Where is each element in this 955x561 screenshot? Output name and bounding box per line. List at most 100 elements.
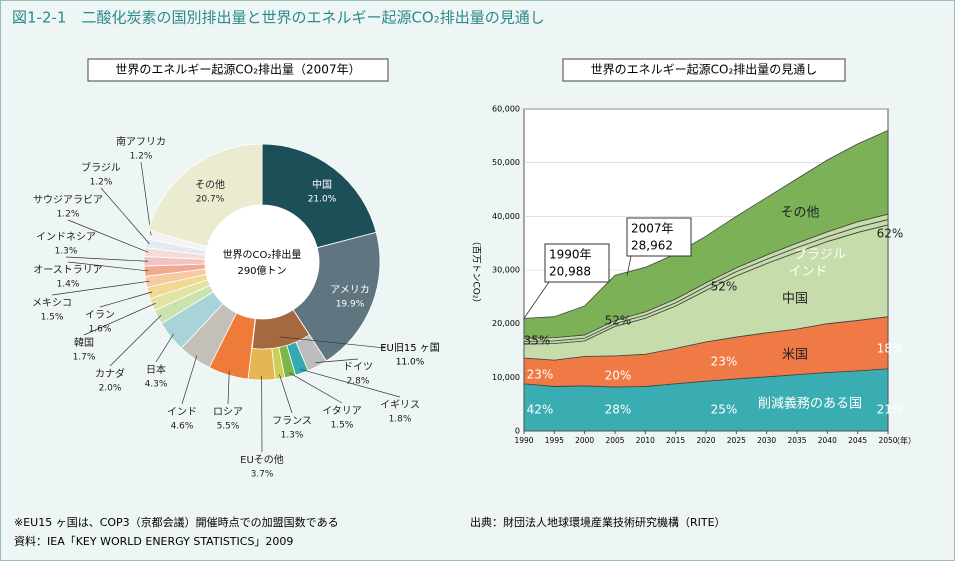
series-label: その他	[780, 206, 819, 221]
slice-label: インド	[167, 407, 197, 418]
share-label: 18%	[877, 342, 904, 356]
slice-value: 1.5%	[41, 313, 64, 323]
series-label: ブラジル	[794, 247, 846, 263]
leader-line	[300, 368, 401, 398]
x-tick-label: 2030	[757, 436, 776, 445]
slice-value: 1.8%	[389, 415, 412, 425]
callout-value: 28,962	[631, 239, 673, 253]
slice-label: ドイツ	[343, 362, 373, 373]
slice-value: 20.7%	[196, 195, 225, 205]
leader-line	[279, 374, 293, 414]
slice-label: オーストラリア	[33, 264, 103, 276]
x-tick-label: 1995	[545, 436, 564, 445]
leader-line	[100, 187, 150, 245]
x-tick-label: 2045	[848, 436, 867, 445]
slice-label: インドネシア	[36, 231, 96, 243]
page-title: 図1-2-1 二酸化炭素の国別排出量と世界のエネルギー起源CO₂排出量の見通し	[12, 9, 545, 27]
share-label: 25%	[711, 403, 738, 417]
slice-label: 南アフリカ	[116, 135, 166, 148]
slice-value: 4.3%	[145, 380, 168, 390]
callout-label: 1990年	[549, 248, 592, 262]
leader-line	[227, 371, 230, 405]
group-label: EU旧15 ヶ国	[380, 342, 440, 354]
slice-value: 3.7%	[251, 470, 274, 480]
series-label: 米国	[782, 348, 808, 363]
slice-value: 1.3%	[55, 247, 78, 257]
slice-label: ブラジル	[81, 161, 121, 174]
series-label: 削減義務のある国	[758, 396, 862, 412]
note: 資料：IEA「KEY WORLD ENERGY STATISTICS」2009	[14, 534, 293, 548]
slice-value: 1.2%	[57, 210, 80, 220]
callout-pointer	[523, 281, 550, 319]
leader-line	[51, 280, 150, 296]
slice-label: イギリス	[380, 399, 420, 411]
callout-pointer	[626, 255, 632, 276]
slice-value: 2.8%	[347, 377, 370, 387]
note: ※EU15 ヶ国は、COP3（京都会議）開催時点での加盟国数である	[14, 515, 339, 529]
y-tick-label: 30,000	[492, 266, 520, 275]
slice-label: フランス	[272, 415, 312, 427]
slice-value: 1.7%	[73, 353, 96, 363]
slice-value: 4.6%	[171, 422, 194, 432]
center-value: 290億トン	[237, 264, 286, 277]
slice-value: 1.2%	[90, 178, 113, 188]
share-label: 23%	[711, 355, 738, 369]
share-label: 52%	[711, 280, 738, 294]
pie-hole	[205, 205, 319, 319]
y-tick-label: 0	[515, 427, 520, 436]
y-tick-label: 10,000	[492, 373, 520, 382]
x-tick-label: 2005	[605, 436, 624, 445]
leader-line	[67, 219, 149, 253]
leader-line	[289, 372, 343, 404]
source: 出典：財団法人地球環境産業技術研究機構（RITE）	[470, 515, 726, 529]
slice-value: 2.0%	[99, 384, 122, 394]
series-label: インド	[788, 265, 827, 280]
leader-line	[67, 261, 149, 272]
slice-label: サウジアラビア	[33, 194, 103, 206]
series-label: 中国	[782, 292, 808, 307]
slice-value: 19.9%	[336, 300, 365, 310]
slice-value: 5.5%	[217, 422, 240, 432]
leader-line	[65, 256, 149, 262]
share-label: 62%	[877, 227, 904, 241]
x-tick-label: 2025	[727, 436, 746, 445]
slice-label: 韓国	[74, 337, 94, 349]
slice-label: イタリア	[322, 405, 362, 417]
title-box	[87, 58, 389, 82]
slice-label: 日本	[146, 363, 166, 376]
share-label: 20%	[605, 369, 632, 383]
share-label: 21%	[877, 403, 904, 417]
x-tick-label: 1990	[514, 436, 533, 445]
chart-title: 世界のエネルギー起源CO₂排出量（2007年）	[115, 63, 360, 77]
x-axis-label: （年）	[892, 436, 916, 446]
leader-line	[99, 291, 153, 308]
x-tick-label: 2020	[696, 436, 715, 445]
share-label: 52%	[605, 314, 632, 328]
slice-label: ロシア	[213, 407, 243, 418]
share-label: 42%	[527, 403, 554, 417]
slice-value: 1.2%	[130, 152, 153, 162]
leader-line	[315, 358, 359, 363]
slice-label: EUその他	[240, 453, 284, 466]
slice-label: その他	[195, 178, 225, 191]
leader-line	[140, 161, 152, 236]
slice-label: メキシコ	[32, 298, 72, 309]
callout-value: 20,988	[549, 265, 591, 279]
x-tick-label: 2015	[666, 436, 685, 445]
share-label: 35%	[524, 334, 551, 348]
x-tick-label: 2000	[575, 436, 594, 445]
leader-line	[181, 355, 198, 405]
leader-line	[279, 336, 386, 349]
slice-value: 21.0%	[308, 195, 337, 205]
callout-box	[626, 217, 692, 257]
y-axis-label: （百万トンCO₂）	[471, 237, 482, 308]
chart-title: 世界のエネルギー起源CO₂排出量の見通し	[591, 63, 818, 77]
callout-label: 2007年	[631, 222, 674, 236]
x-tick-label: 2040	[818, 436, 837, 445]
leader-line	[109, 314, 162, 367]
x-tick-label: 2050	[878, 436, 897, 445]
area	[523, 129, 889, 339]
slice-label: カナダ	[95, 367, 125, 380]
